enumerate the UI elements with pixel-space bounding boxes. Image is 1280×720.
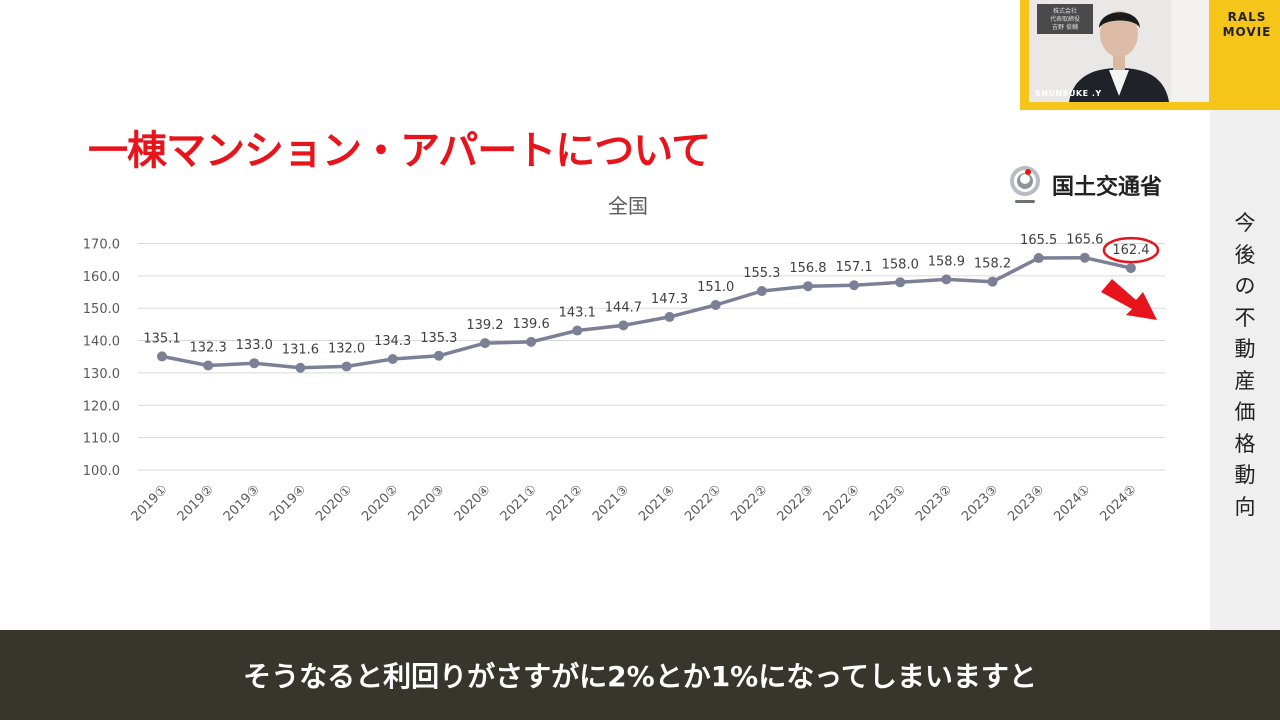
highlight-ring	[1102, 236, 1160, 264]
data-labels: 135.1 132.3 133.0 131.6 132.0 134.3 135.3 139.2…	[143, 233, 1149, 358]
x-tick-label: 2024②	[1098, 482, 1140, 524]
data-label: 162.4	[1112, 243, 1149, 258]
data-point	[572, 325, 583, 336]
data-label: 135.3	[420, 331, 457, 346]
data-points	[157, 252, 1136, 373]
x-tick-label: 2020④	[452, 482, 494, 524]
data-point	[802, 281, 813, 292]
data-point	[203, 360, 214, 371]
subtitle-bar: そうなると利回りがさすがに2%とか1%になってしまいますと	[0, 630, 1280, 720]
ministry-logo: 国土交通省	[1006, 164, 1162, 206]
data-point	[479, 338, 490, 349]
data-label: 132.0	[328, 341, 365, 356]
side-panel: 今後の不動産価格動向	[1210, 110, 1280, 630]
data-label: 144.7	[605, 300, 642, 315]
x-tick-label: 2021④	[636, 482, 678, 524]
y-tick-label: 120.0	[83, 399, 120, 414]
data-point	[1033, 253, 1044, 264]
x-tick-label: 2019③	[221, 482, 263, 524]
data-label: 158.2	[974, 257, 1011, 272]
data-point	[526, 336, 537, 347]
data-label: 151.0	[697, 280, 734, 295]
y-tick-label: 160.0	[83, 270, 120, 285]
data-label: 131.6	[282, 343, 319, 358]
data-label: 158.9	[928, 254, 965, 269]
line-chart: 全国 100.0 110.0 120.0 130.0 140.0 150.0 160.0 17…	[83, 194, 1165, 524]
x-tick-label: 2020③	[405, 482, 447, 524]
data-point	[895, 277, 906, 288]
data-label: 165.5	[1020, 233, 1057, 248]
data-point	[341, 361, 352, 372]
x-tick-label: 2024①	[1051, 482, 1093, 524]
x-tick-label: 2022②	[728, 482, 770, 524]
data-point	[387, 354, 398, 365]
data-point	[941, 274, 952, 285]
x-tick-label: 2019①	[129, 482, 171, 524]
y-tick-label: 130.0	[83, 367, 120, 382]
brand-logo: RALS MOVIE	[1222, 10, 1272, 39]
x-axis-ticks: 2019① 2019② 2019③ 2019④ 2020① 2020② 2020③ 2020④…	[129, 482, 1140, 524]
data-point	[618, 320, 629, 331]
data-point	[1079, 252, 1090, 263]
data-label: 157.1	[835, 260, 872, 275]
data-label: 147.3	[651, 292, 688, 307]
series-line	[161, 255, 1132, 370]
x-tick-label: 2019④	[267, 482, 309, 524]
x-tick-label: 2023①	[867, 482, 909, 524]
slide-title: 一棟マンション・アパートについて	[88, 128, 711, 174]
data-point	[157, 351, 167, 362]
x-tick-label: 2020①	[313, 482, 355, 524]
ministry-emblem-icon	[1010, 166, 1040, 203]
chart-grid	[138, 242, 1165, 471]
data-label: 155.3	[743, 266, 780, 281]
y-axis-ticks: 100.0 110.0 120.0 130.0 140.0 150.0 160.0 170.0	[83, 237, 120, 479]
webcam-overlay: 株式会社 代表取締役 吉野 俊輔 SHUNSUKE .Y RALS MOVIE	[1020, 0, 1280, 110]
y-tick-label: 150.0	[83, 302, 120, 317]
data-label: 165.6	[1066, 233, 1103, 248]
data-label: 139.2	[466, 318, 503, 333]
subtitle-text: そうなると利回りがさすがに2%とか1%になってしまいますと	[243, 660, 1037, 693]
data-point	[295, 362, 306, 373]
data-point	[249, 358, 260, 369]
trend-arrow-icon	[1101, 279, 1157, 320]
name-panel: 株式会社 代表取締役 吉野 俊輔	[1037, 4, 1093, 34]
y-tick-label: 170.0	[83, 237, 120, 252]
presenter-name: SHUNSUKE .Y	[1035, 89, 1102, 98]
x-tick-label: 2023④	[1005, 482, 1047, 524]
data-label: 133.0	[236, 338, 273, 353]
data-label: 135.1	[143, 331, 180, 346]
x-tick-label: 2022①	[682, 482, 724, 524]
x-tick-label: 2020②	[359, 482, 401, 524]
data-point	[987, 276, 998, 287]
x-tick-label: 2023②	[913, 482, 955, 524]
x-tick-label: 2022④	[821, 482, 863, 524]
data-point	[756, 286, 767, 297]
data-label: 158.0	[882, 257, 919, 272]
y-tick-label: 110.0	[83, 432, 120, 447]
data-point	[433, 350, 444, 361]
data-label: 156.8	[789, 261, 826, 276]
data-label: 139.6	[513, 317, 550, 332]
ministry-name: 国土交通省	[1052, 175, 1163, 200]
data-point	[849, 280, 860, 291]
x-tick-label: 2021①	[498, 482, 540, 524]
data-point	[1125, 263, 1136, 274]
x-tick-label: 2022③	[775, 482, 817, 524]
data-label: 134.3	[374, 334, 411, 349]
data-label: 132.3	[190, 340, 227, 355]
x-tick-label: 2023③	[959, 482, 1001, 524]
y-tick-label: 140.0	[83, 335, 120, 350]
x-tick-label: 2019②	[175, 482, 217, 524]
webcam-video: 株式会社 代表取締役 吉野 俊輔 SHUNSUKE .Y	[1029, 0, 1209, 102]
side-label: 今後の不動産価格動向	[1234, 211, 1256, 519]
data-point	[664, 311, 675, 322]
chart-title: 全国	[608, 194, 648, 218]
y-tick-label: 100.0	[83, 464, 120, 479]
data-point	[710, 299, 721, 310]
x-tick-label: 2021③	[590, 482, 632, 524]
data-label: 143.1	[559, 306, 596, 321]
x-tick-label: 2021②	[544, 482, 586, 524]
